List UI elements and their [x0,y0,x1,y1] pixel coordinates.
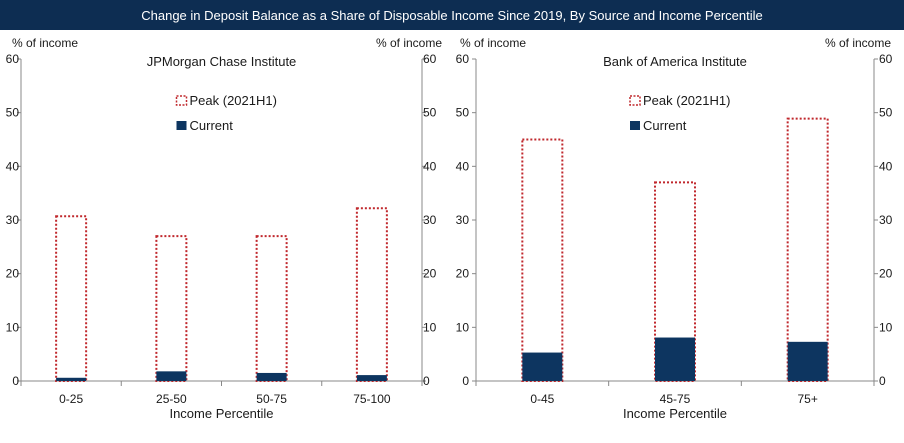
legend-swatch-current [630,121,640,130]
x-tick-label-75+: 75+ [797,392,817,406]
bar-current-75-100 [356,375,387,381]
y-tick-label-left: 50 [456,106,470,120]
y-tick-label-right: 50 [423,106,437,120]
bar-current-75+ [787,341,828,381]
y-tick-label-left: 30 [6,213,20,227]
chart-panel-1: % of income % of income 0 0 10 10 20 20 30 30 40 40… [6,36,443,421]
bar-peak-0-25 [55,215,88,382]
charts-area: % of income % of income 0 0 10 10 20 20 30 30 40 40… [6,36,893,421]
y-tick-label-left: 40 [6,159,20,173]
y-tick-label-right: 20 [879,267,893,281]
y-tick-label-left: 0 [462,374,469,388]
y-tick-label-right: 10 [423,320,437,334]
y-tick-label-left: 20 [6,267,20,281]
legend-label-peak: Peak (2021H1) [643,93,730,108]
y-tick-label-left: 30 [456,213,470,227]
y-tick-label-left: 10 [6,320,20,334]
y-tick-label-right: 40 [423,159,437,173]
bar-current-50-75 [256,372,287,381]
y-tick-label-right: 0 [879,374,886,388]
y-tick-label-right: 30 [879,213,893,227]
y-tick-label-right: 30 [423,213,437,227]
x-tick-label-50-75: 50-75 [256,392,287,406]
panel-title: Bank of America Institute [603,54,747,69]
y-tick-label-right: 50 [879,106,893,120]
x-tick-label-0-25: 0-25 [59,392,83,406]
y-tick-label-left: 60 [6,52,20,66]
y-axis-label-left: % of income [460,36,526,50]
y-tick-label-left: 40 [456,159,470,173]
chart-panel-2: % of income % of income 0 0 10 10 20 20 30 30 40 40… [456,36,893,421]
y-tick-label-left: 10 [456,320,470,334]
y-tick-label-right: 60 [423,52,437,66]
chart-banner-title: Change in Deposit Balance as a Share of … [0,0,904,30]
legend-label-current: Current [190,118,234,133]
y-tick-label-left: 0 [12,374,19,388]
bar-current-25-50 [156,371,187,381]
x-axis-title: Income Percentile [169,406,273,421]
legend-swatch-current [176,121,187,130]
y-axis-label-left: % of income [12,36,78,50]
bar-current-0-45 [522,352,563,381]
bar-current-0-25 [56,377,87,381]
x-tick-label-25-50: 25-50 [156,392,187,406]
x-tick-label-0-45: 0-45 [530,392,554,406]
y-tick-label-right: 20 [423,267,437,281]
bar-peak-75-100 [355,207,388,382]
legend-swatch-peak [175,95,188,106]
legend-label-peak: Peak (2021H1) [190,93,277,108]
x-tick-label-75-100: 75-100 [353,392,391,406]
y-axis-label-right: % of income [376,36,442,50]
y-axis-label-right: % of income [825,36,891,50]
panel-title: JPMorgan Chase Institute [147,54,297,69]
bar-peak-50-75 [255,235,288,382]
legend-swatch-peak [629,95,641,106]
bar-current-45-75 [655,337,695,381]
y-tick-label-right: 40 [879,159,893,173]
bar-peak-75+ [786,117,829,382]
bar-peak-0-45 [521,138,564,382]
y-tick-label-right: 60 [879,52,893,66]
x-axis-title: Income Percentile [623,406,727,421]
bar-peak-25-50 [155,235,188,382]
x-tick-label-45-75: 45-75 [660,392,691,406]
legend-label-current: Current [643,118,687,133]
y-tick-label-left: 20 [456,267,470,281]
y-tick-label-right: 10 [879,320,893,334]
y-tick-label-left: 50 [6,106,20,120]
y-tick-label-right: 0 [423,374,430,388]
y-tick-label-left: 60 [456,52,470,66]
